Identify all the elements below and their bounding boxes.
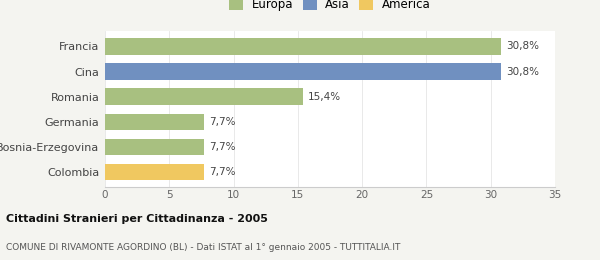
Text: 30,8%: 30,8%: [506, 41, 539, 51]
Bar: [105, 63, 501, 80]
Text: Cittadini Stranieri per Cittadinanza - 2005: Cittadini Stranieri per Cittadinanza - 2…: [6, 214, 268, 224]
Bar: [105, 164, 204, 180]
Text: 30,8%: 30,8%: [506, 67, 539, 76]
Text: 7,7%: 7,7%: [209, 142, 236, 152]
Text: 7,7%: 7,7%: [209, 167, 236, 177]
Text: 15,4%: 15,4%: [308, 92, 341, 102]
Text: COMUNE DI RIVAMONTE AGORDINO (BL) - Dati ISTAT al 1° gennaio 2005 - TUTTITALIA.I: COMUNE DI RIVAMONTE AGORDINO (BL) - Dati…: [6, 243, 400, 252]
Text: 7,7%: 7,7%: [209, 117, 236, 127]
Bar: [105, 38, 501, 55]
Bar: [105, 139, 204, 155]
Bar: [105, 114, 204, 130]
Bar: [105, 88, 303, 105]
Legend: Europa, Asia, America: Europa, Asia, America: [224, 0, 436, 16]
